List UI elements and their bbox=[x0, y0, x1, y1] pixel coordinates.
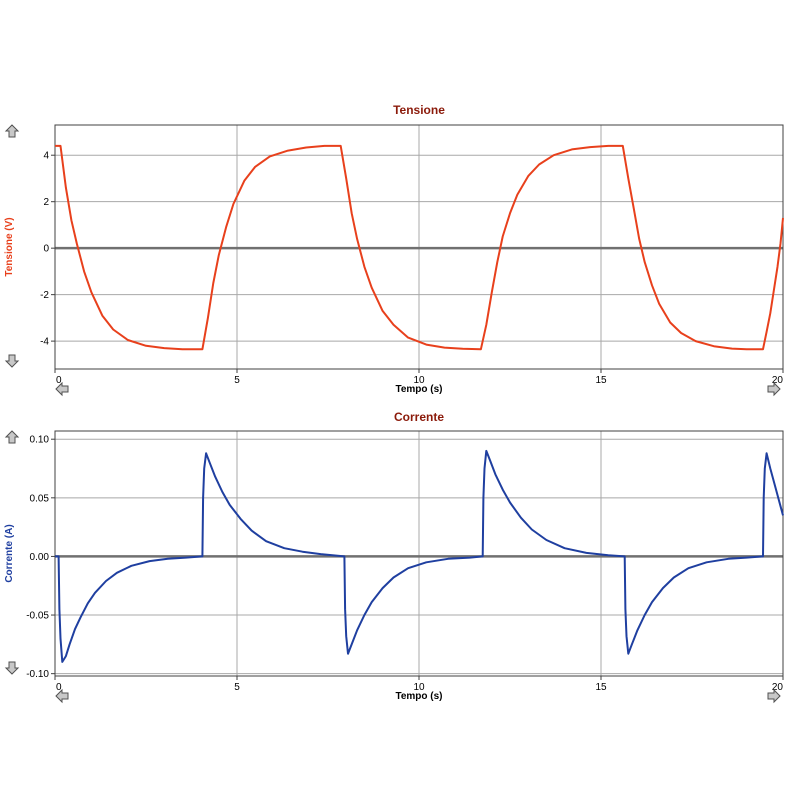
x-tick-label: 0 bbox=[56, 682, 62, 693]
arrow-up-icon[interactable] bbox=[4, 124, 20, 138]
x-tick-label: 15 bbox=[595, 375, 607, 386]
voltage-trace bbox=[55, 144, 784, 351]
y-tick-label: 0.05 bbox=[30, 493, 50, 504]
chart-panel-1: 0 5 10 15 20 -4 -2 0 2 4 Tensione Tempo (s) Tensione… bbox=[4, 103, 784, 397]
y-axis-label: Corrente (A) bbox=[4, 524, 15, 582]
x-tick-label: 10 bbox=[413, 682, 425, 693]
arrow-right-icon[interactable] bbox=[767, 381, 781, 397]
x-tick-label: 20 bbox=[772, 682, 784, 693]
arrow-down-icon[interactable] bbox=[4, 661, 20, 675]
x-tick-label: 5 bbox=[234, 682, 240, 693]
y-tick-label: -0.10 bbox=[26, 669, 49, 680]
x-tick-label: 15 bbox=[595, 682, 607, 693]
arrow-left-icon[interactable] bbox=[55, 381, 69, 397]
y-tick-label: 2 bbox=[43, 197, 49, 208]
x-tick-label: 0 bbox=[56, 375, 62, 386]
y-tick-label: 0.10 bbox=[30, 435, 50, 446]
x-tick-label: 20 bbox=[772, 375, 784, 386]
x-tick-label: 10 bbox=[413, 375, 425, 386]
y-tick-label: 4 bbox=[43, 151, 49, 162]
chart-title: Corrente bbox=[394, 410, 444, 424]
arrow-left-icon[interactable] bbox=[55, 688, 69, 704]
current-trace bbox=[55, 449, 784, 663]
chart-panel-2: 0 5 10 15 20 -0.10 -0.05 0.00 0.05 0.10 Corrente Te… bbox=[4, 410, 784, 704]
x-tick-label: 5 bbox=[234, 375, 240, 386]
arrow-down-icon[interactable] bbox=[4, 354, 20, 368]
y-tick-label: -0.05 bbox=[26, 611, 49, 622]
y-tick-label: 0 bbox=[43, 244, 49, 255]
arrow-right-icon[interactable] bbox=[767, 688, 781, 704]
y-tick-label: -2 bbox=[40, 290, 49, 301]
y-tick-label: -4 bbox=[40, 337, 49, 348]
y-axis-label: Tensione (V) bbox=[4, 217, 15, 276]
x-axis-label: Tempo (s) bbox=[395, 384, 442, 395]
arrow-up-icon[interactable] bbox=[4, 430, 20, 444]
x-axis-label: Tempo (s) bbox=[395, 691, 442, 702]
chart-title: Tensione bbox=[393, 103, 445, 117]
y-tick-label: 0.00 bbox=[30, 552, 50, 563]
